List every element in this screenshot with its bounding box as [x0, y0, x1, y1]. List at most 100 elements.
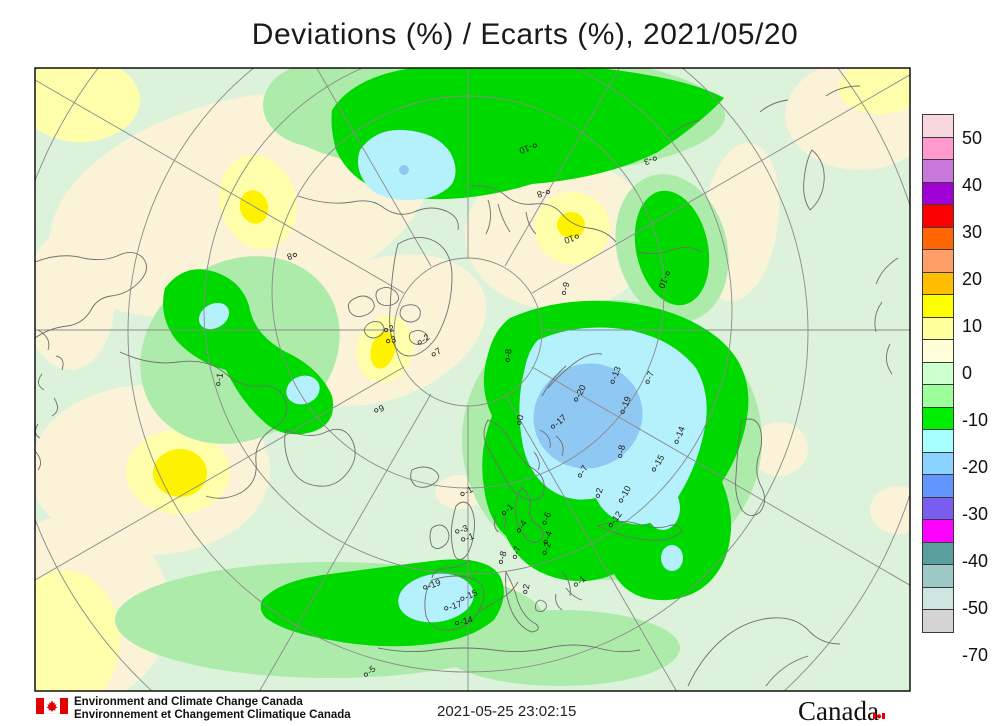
station-marker-icon: [610, 379, 615, 384]
station-value: 2: [388, 323, 395, 334]
colorbar-tick-label: 50: [962, 127, 983, 148]
colorbar-swatch: [922, 429, 954, 453]
station-value-label: -9: [560, 281, 572, 295]
colorbar-swatch: [922, 204, 954, 228]
station-value: -6: [541, 511, 553, 522]
station-value-label: -3: [643, 155, 657, 167]
colorbar-swatch: [922, 406, 954, 430]
colorbar-legend: 50 40 30 20 10 0 -10 -20 -30 -40 -50 -70: [922, 114, 988, 665]
station-value: -4: [516, 518, 529, 530]
station-value-label: -8: [536, 188, 550, 200]
footer: Environment and Climate Change Canada En…: [0, 694, 1000, 726]
station-value: 0: [515, 414, 526, 421]
station-marker-icon: [517, 420, 522, 426]
station-value: 8: [286, 251, 293, 262]
station-value-label: -15: [460, 587, 479, 602]
colorbar-swatch: [922, 451, 954, 475]
station-marker-icon: [595, 493, 601, 498]
station-marker-icon: [455, 620, 460, 626]
station-marker-icon: [461, 537, 466, 542]
colorbar-tick-label: -50: [962, 597, 989, 618]
station-value: -7: [644, 370, 656, 381]
station-value-label: 2: [384, 323, 395, 334]
station-value-label: -19: [619, 395, 633, 414]
wordmark-flag-icon: [872, 695, 885, 726]
station-marker-icon: [523, 589, 528, 595]
station-value: 10: [563, 233, 576, 246]
station-value: -7: [511, 545, 523, 555]
contour-regions-yellow: [153, 190, 585, 497]
station-value-label: 3: [386, 334, 397, 345]
station-value: -3: [643, 155, 654, 167]
colorbar-tick-label: -40: [962, 550, 989, 571]
colorbar-tick-label: -10: [962, 409, 989, 430]
station-marker-icon: [665, 271, 670, 276]
colorbar-swatch: [922, 541, 954, 565]
station-marker-icon: [512, 554, 518, 559]
colorbar-swatch: [922, 564, 954, 588]
colorbar-swatch: [922, 339, 954, 363]
contour-regions-blue: [399, 165, 643, 469]
station-value: -4: [542, 530, 554, 541]
colorbar-swatch: [922, 474, 954, 498]
station-value: -14: [673, 425, 687, 441]
station-value-label: 2: [521, 583, 532, 595]
station-value: 2: [521, 583, 532, 590]
station-marker-icon: [386, 338, 391, 344]
agency-name: Environment and Climate Change Canada En…: [74, 696, 351, 722]
station-value: -3: [458, 523, 469, 535]
station-value: 7: [433, 346, 443, 357]
colorbar-swatch: [922, 384, 954, 408]
station-value-label: 2: [594, 487, 605, 498]
station-value: -7: [577, 463, 590, 475]
station-marker-icon: [444, 606, 449, 611]
station-marker-icon: [460, 596, 465, 601]
colorbar-swatch: [922, 294, 954, 318]
colorbar-tick-label: -20: [962, 456, 989, 477]
station-value: 9: [377, 403, 385, 414]
station-marker-icon: [651, 467, 657, 472]
station-marker-icon: [532, 143, 537, 148]
station-value: -9: [560, 281, 572, 291]
colorbar-swatch: [922, 519, 954, 543]
station-marker-icon: [431, 352, 436, 357]
station-marker-icon: [384, 327, 389, 333]
station-value: -1: [464, 531, 475, 543]
station-value-label: -10: [656, 271, 671, 290]
colorbar-tick-label: 20: [962, 268, 983, 289]
coastlines: [35, 85, 899, 687]
station-value: -8: [616, 444, 627, 454]
station-value-label: -14: [673, 425, 687, 444]
station-value-label: -3: [455, 523, 469, 535]
station-value: 3: [390, 334, 397, 345]
map-border: [34, 67, 911, 692]
station-value-label: -6: [541, 511, 553, 525]
station-value-label: -7: [577, 463, 590, 478]
colorbar-swatch: [922, 181, 954, 205]
colorbar-swatch: [922, 586, 954, 610]
colorbar-swatch: [922, 114, 954, 138]
station-marker-icon: [577, 473, 583, 478]
station-value-label: -1: [461, 531, 475, 543]
station-value: -15: [463, 587, 479, 602]
colorbar-swatch: [922, 361, 954, 385]
station-value-label: -1: [214, 372, 225, 387]
colorbar-swatch: [922, 316, 954, 340]
station-value-label: 7: [431, 346, 443, 357]
station-value-label: 10: [563, 233, 579, 246]
station-marker-icon: [423, 585, 428, 590]
station-marker-icon: [498, 559, 504, 564]
station-value: -8: [503, 349, 514, 358]
station-marker-icon: [363, 672, 369, 677]
station-value-label: -17: [444, 599, 463, 612]
station-marker-icon: [620, 409, 625, 414]
colorbar-swatch: [922, 226, 954, 250]
station-value-label: -8: [616, 444, 627, 459]
station-value-label: -1: [460, 484, 475, 497]
station-value: -10: [518, 142, 534, 156]
station-value-label: -10: [518, 142, 537, 156]
canada-flag-icon: [35, 697, 69, 719]
